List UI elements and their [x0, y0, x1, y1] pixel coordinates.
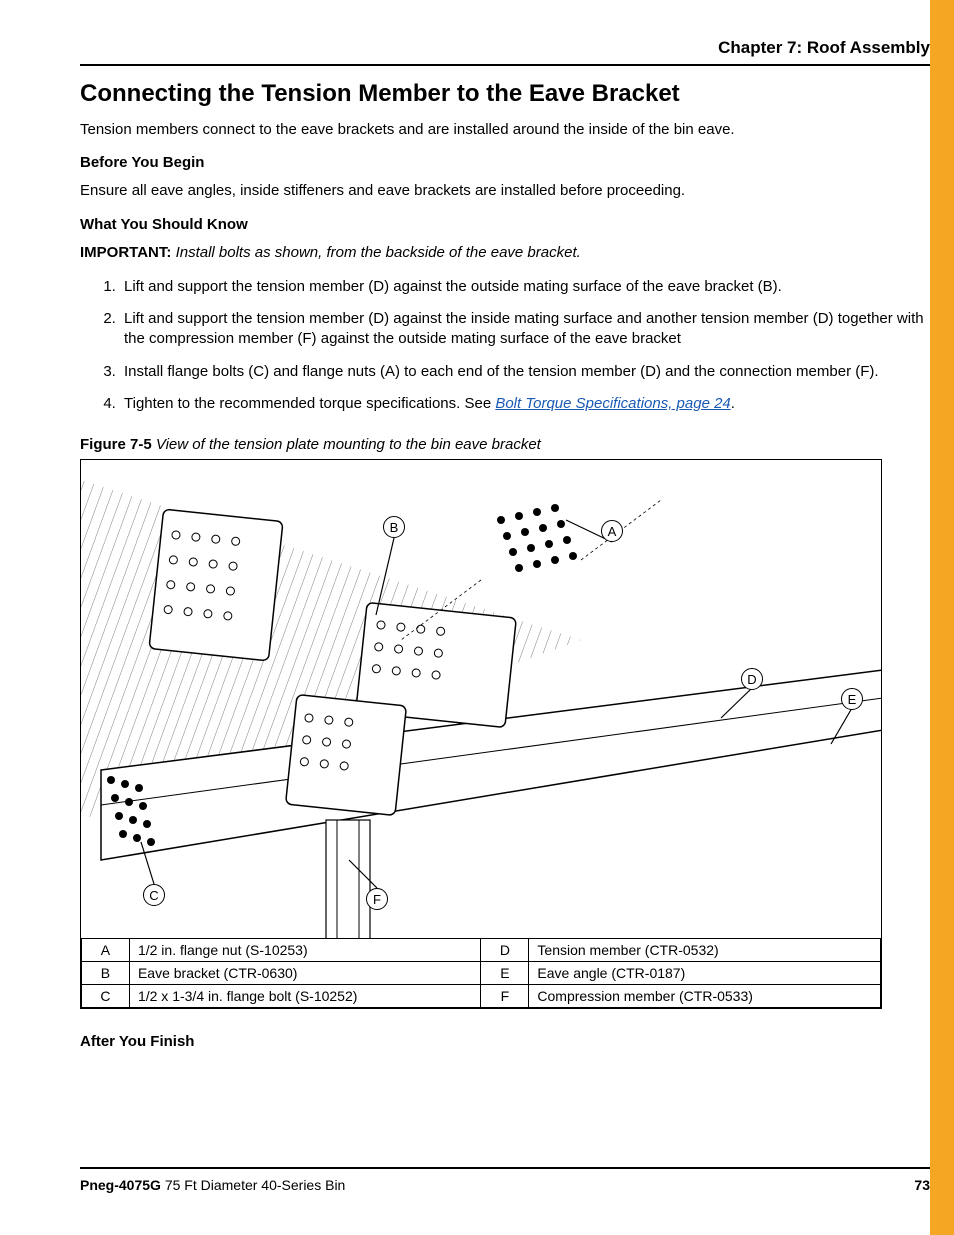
page-number: 73 — [914, 1177, 930, 1193]
footer-code: Pneg-4075G — [80, 1177, 161, 1193]
figure-diagram: B A D E C F — [81, 460, 881, 938]
footer-title: 75 Ft Diameter 40-Series Bin — [161, 1177, 345, 1193]
callout-A: A — [601, 520, 623, 542]
part-val: Tension member (CTR-0532) — [529, 939, 881, 962]
figure-caption: Figure 7-5 View of the tension plate mou… — [80, 436, 930, 453]
table-row: C 1/2 x 1-3/4 in. flange bolt (S-10252) … — [82, 985, 881, 1008]
part-val: Eave angle (CTR-0187) — [529, 962, 881, 985]
part-key: C — [82, 985, 130, 1008]
important-text: Install bolts as shown, from the backsid… — [176, 244, 581, 261]
part-val: 1/2 in. flange nut (S-10253) — [129, 939, 481, 962]
step-3: Install flange bolts (C) and flange nuts… — [120, 362, 930, 382]
before-text: Ensure all eave angles, inside stiffener… — [80, 181, 930, 201]
chapter-header: Chapter 7: Roof Assembly — [80, 38, 930, 66]
intro-text: Tension members connect to the eave brac… — [80, 120, 930, 140]
figure-box: B A D E C F A 1/2 in. flange nut (S-1025… — [80, 459, 882, 1009]
step-1: Lift and support the tension member (D) … — [120, 277, 930, 297]
steps-list: Lift and support the tension member (D) … — [120, 277, 930, 414]
part-key: E — [481, 962, 529, 985]
torque-spec-link[interactable]: Bolt Torque Specifications, page 24 — [495, 395, 730, 412]
important-label: IMPORTANT: — [80, 244, 171, 261]
part-val: 1/2 x 1-3/4 in. flange bolt (S-10252) — [129, 985, 481, 1008]
table-row: A 1/2 in. flange nut (S-10253) D Tension… — [82, 939, 881, 962]
callout-B: B — [383, 516, 405, 538]
page-content: Chapter 7: Roof Assembly Connecting the … — [80, 38, 930, 1060]
part-key: B — [82, 962, 130, 985]
part-val: Compression member (CTR-0533) — [529, 985, 881, 1008]
step-2: Lift and support the tension member (D) … — [120, 309, 930, 350]
step-4: Tighten to the recommended torque specif… — [120, 394, 930, 414]
callout-D: D — [741, 668, 763, 690]
step-4-text: Tighten to the recommended torque specif… — [124, 395, 495, 412]
page-title: Connecting the Tension Member to the Eav… — [80, 80, 930, 108]
parts-table: A 1/2 in. flange nut (S-10253) D Tension… — [81, 938, 881, 1008]
part-key: F — [481, 985, 529, 1008]
step-4-after: . — [731, 395, 735, 412]
part-val: Eave bracket (CTR-0630) — [129, 962, 481, 985]
page-footer: Pneg-4075G 75 Ft Diameter 40-Series Bin … — [80, 1167, 930, 1193]
after-heading: After You Finish — [80, 1033, 930, 1050]
side-tab — [930, 0, 954, 1235]
table-row: B Eave bracket (CTR-0630) E Eave angle (… — [82, 962, 881, 985]
figure-caption-text: View of the tension plate mounting to th… — [156, 436, 541, 453]
figure-label: Figure 7-5 — [80, 436, 152, 453]
part-key: A — [82, 939, 130, 962]
part-key: D — [481, 939, 529, 962]
important-note: IMPORTANT: Install bolts as shown, from … — [80, 243, 930, 263]
callout-C: C — [143, 884, 165, 906]
know-heading: What You Should Know — [80, 216, 930, 233]
diagram-svg — [81, 460, 881, 938]
callout-E: E — [841, 688, 863, 710]
footer-doc: Pneg-4075G 75 Ft Diameter 40-Series Bin — [80, 1177, 345, 1193]
callout-F: F — [366, 888, 388, 910]
before-heading: Before You Begin — [80, 154, 930, 171]
